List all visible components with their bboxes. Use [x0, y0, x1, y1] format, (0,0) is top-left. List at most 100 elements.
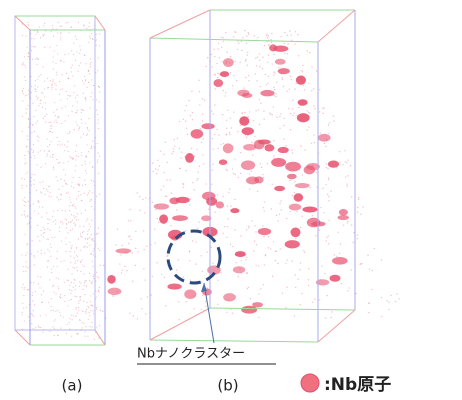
atom [226, 128, 227, 129]
atom [190, 115, 191, 116]
atom [67, 324, 68, 325]
atom [65, 120, 66, 121]
atom [80, 137, 81, 138]
atom [369, 268, 370, 269]
atom [47, 138, 48, 139]
atom [38, 283, 39, 284]
atom [260, 163, 261, 164]
atom [24, 205, 25, 206]
atom [91, 239, 92, 240]
atom [80, 283, 81, 284]
atom [277, 220, 278, 221]
atom [85, 326, 86, 327]
atom [336, 167, 337, 168]
atom [82, 80, 83, 81]
atom [24, 65, 25, 66]
atom [295, 287, 296, 288]
atom [83, 83, 84, 84]
atom [79, 128, 80, 129]
atom [165, 305, 166, 306]
atom [260, 103, 261, 104]
atom [239, 62, 240, 63]
atom [62, 210, 63, 211]
atom [80, 236, 81, 237]
atom [289, 211, 290, 212]
atom [245, 59, 246, 60]
atom [27, 171, 28, 172]
atom [77, 110, 78, 111]
atom [233, 266, 245, 273]
atom [66, 146, 67, 147]
atom [163, 154, 164, 155]
atom [40, 103, 41, 104]
atom [53, 79, 54, 80]
atom [89, 312, 90, 313]
atom [33, 282, 34, 283]
atom [91, 234, 92, 235]
atom [56, 85, 57, 86]
atom [224, 95, 225, 96]
atom [27, 289, 28, 290]
atom [319, 229, 320, 230]
atom [78, 191, 79, 192]
atom [137, 318, 138, 319]
atom [217, 77, 218, 78]
atom [40, 276, 41, 277]
atom [38, 137, 39, 138]
atom [263, 284, 264, 285]
atom [250, 298, 251, 299]
atom [82, 310, 83, 311]
atom [212, 169, 213, 170]
atom [367, 254, 368, 255]
atom [280, 200, 281, 201]
atom [339, 253, 340, 254]
atom [27, 135, 28, 136]
atom [32, 292, 33, 293]
atom [287, 174, 297, 179]
atom [60, 221, 61, 222]
atom [234, 61, 235, 62]
atom [235, 251, 246, 257]
atom [57, 335, 58, 336]
atom [24, 56, 25, 57]
atom [269, 44, 277, 51]
atom [230, 208, 239, 213]
atom [273, 95, 274, 96]
atom [84, 331, 85, 332]
atom [76, 248, 77, 249]
atom [54, 102, 55, 103]
atom [330, 317, 331, 318]
atom [99, 91, 100, 92]
atom [300, 304, 301, 305]
atom [169, 179, 170, 180]
atom [24, 320, 25, 321]
atom [298, 55, 299, 56]
atom [44, 88, 45, 89]
atom [33, 316, 34, 317]
atom [72, 205, 73, 206]
atom [47, 146, 48, 147]
atom [57, 286, 58, 287]
atom [292, 195, 293, 196]
atom [43, 233, 44, 234]
atom [116, 248, 132, 253]
atom [170, 225, 171, 226]
atom [319, 89, 320, 90]
atom [57, 210, 58, 211]
atom [238, 43, 239, 44]
atom [48, 150, 49, 151]
atom [80, 62, 81, 63]
atom [186, 128, 187, 129]
atom [176, 209, 177, 210]
atom [74, 225, 75, 226]
atom [203, 138, 204, 139]
atom [196, 179, 197, 180]
atom [89, 229, 90, 230]
atom [55, 120, 56, 121]
atom [147, 296, 148, 297]
atom [44, 81, 45, 82]
atom [221, 272, 222, 273]
atom [292, 261, 293, 262]
atom [144, 249, 145, 250]
atom [91, 33, 92, 34]
